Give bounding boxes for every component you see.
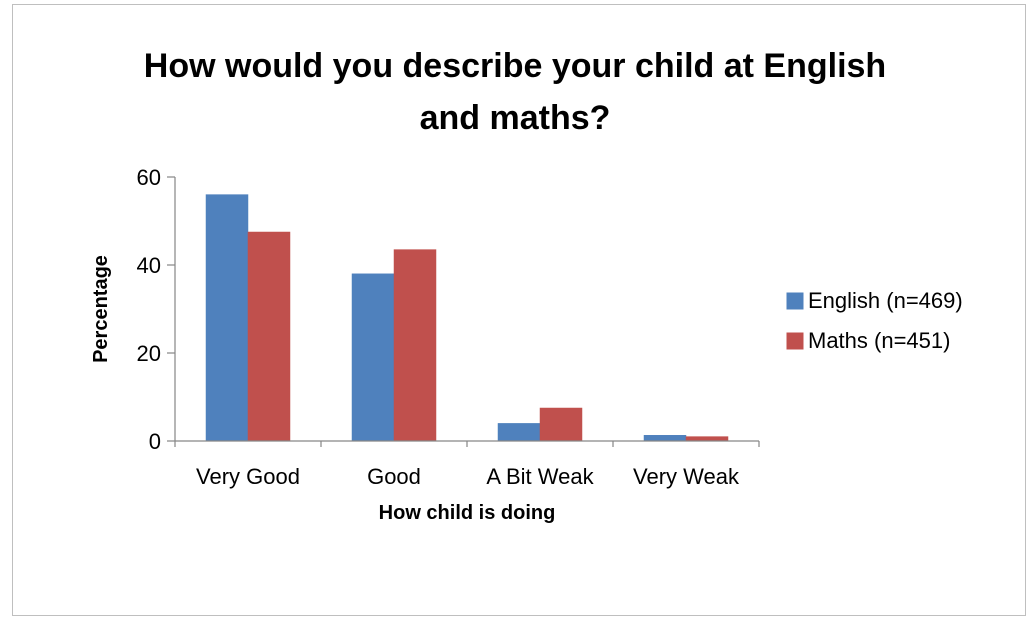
legend-label-maths: Maths (n=451): [808, 328, 950, 353]
bar-maths-3: [685, 436, 729, 442]
bar-english-1: [351, 273, 395, 442]
x-tick-label: Very Good: [196, 464, 300, 489]
bar-english-2: [497, 423, 541, 442]
bar-english-3: [643, 435, 687, 442]
legend-swatch-english: [786, 292, 804, 310]
x-tick-label: A Bit Weak: [486, 464, 594, 489]
legend: English (n=469) Maths (n=451): [786, 288, 963, 353]
x-axis-title: How child is doing: [379, 502, 556, 524]
y-tick-label: 20: [137, 341, 161, 366]
x-tick-label: Very Weak: [633, 464, 740, 489]
chart-title-line-1: How would you describe your child at Eng…: [144, 47, 886, 85]
bar-maths-1: [393, 249, 437, 442]
y-tick-label: 60: [137, 165, 161, 190]
chart-frame: How would you describe your child at Eng…: [12, 4, 1026, 616]
bar-english-0: [205, 194, 249, 442]
bar-maths-2: [539, 407, 583, 442]
legend-label-english: English (n=469): [808, 288, 963, 313]
bar-maths-0: [247, 231, 291, 442]
y-tick-label: 40: [137, 253, 161, 278]
y-axis-title: Percentage: [90, 255, 112, 363]
y-tick-label: 0: [149, 429, 161, 454]
legend-swatch-maths: [786, 332, 804, 350]
bar-chart: How would you describe your child at Eng…: [90, 47, 963, 524]
x-tick-label: Good: [367, 464, 421, 489]
chart-title-line-2: and maths?: [420, 99, 611, 137]
